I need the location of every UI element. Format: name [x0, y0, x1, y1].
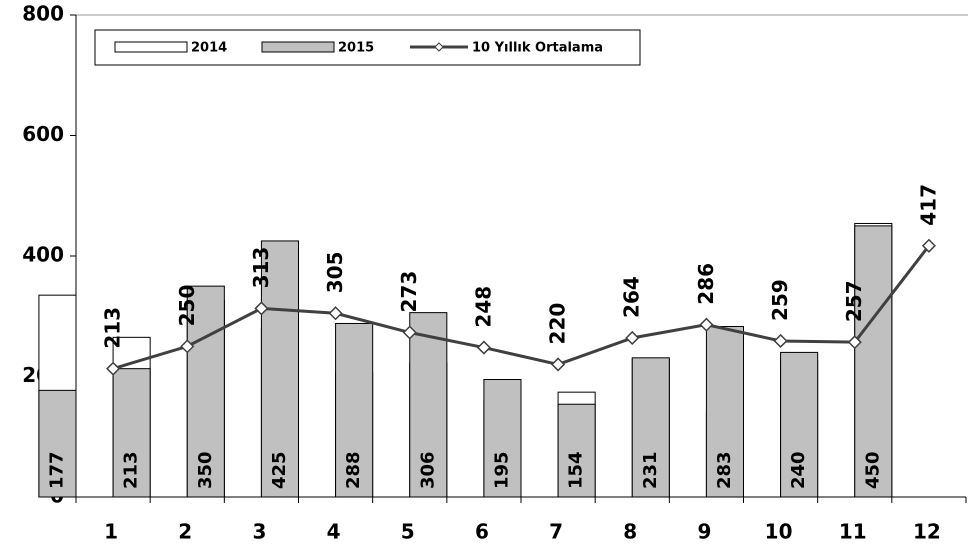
line-value-label: 248 — [471, 286, 495, 328]
line-marker — [180, 339, 195, 354]
x-tick-label: 1 — [104, 520, 118, 544]
line-marker — [847, 335, 862, 350]
bar — [631, 357, 670, 498]
line-marker — [699, 317, 714, 332]
value-label: 450 — [862, 451, 883, 489]
line-marker — [921, 238, 936, 253]
line-value-label: 220 — [546, 303, 570, 345]
line-marker — [551, 357, 566, 372]
bar — [705, 325, 745, 498]
line-marker — [106, 361, 121, 376]
x-tick-label: 11 — [839, 520, 867, 544]
bar — [260, 240, 299, 498]
line-value-label: 250 — [175, 285, 199, 327]
value-label: 350 — [195, 451, 216, 489]
x-tick-label: 8 — [623, 520, 637, 544]
line-value-label: 264 — [620, 276, 644, 318]
y-tick-label: 400 — [22, 243, 64, 267]
y-tick-label: 800 — [22, 2, 64, 26]
value-label: 177 — [46, 451, 67, 489]
bar — [112, 368, 151, 498]
line-value-label: 273 — [397, 271, 421, 313]
bar — [854, 225, 893, 498]
x-tick-label: 3 — [252, 520, 266, 544]
x-tick-label: 7 — [549, 520, 563, 544]
legend: 2014 2015 10 Yıllık Ortalama — [94, 29, 641, 66]
bar — [557, 403, 596, 498]
legend-label: 10 Yıllık Ortalama — [472, 41, 603, 56]
bar — [38, 389, 77, 498]
line-value-label: 257 — [842, 280, 866, 322]
line-marker — [254, 301, 269, 316]
bar — [409, 312, 448, 498]
x-tick-label: 2 — [178, 520, 192, 544]
value-label: 283 — [714, 451, 735, 489]
line-value-label: 313 — [249, 247, 273, 289]
x-tick-label: 12 — [913, 520, 941, 544]
x-tick-label: 10 — [765, 520, 793, 544]
value-label: 425 — [269, 451, 290, 489]
line-value-label: 417 — [916, 184, 940, 226]
bar — [335, 322, 374, 498]
x-tick-label: 9 — [697, 520, 711, 544]
line-marker — [625, 330, 640, 346]
legend-label: 2014 — [191, 41, 227, 56]
y-tick-label: 600 — [22, 122, 64, 146]
legend-marker — [434, 42, 444, 52]
x-tick-label: 6 — [475, 520, 489, 544]
value-label: 213 — [121, 451, 142, 489]
line-value-label: 286 — [694, 263, 718, 305]
value-label: 195 — [491, 451, 512, 489]
line-value-label: 213 — [101, 307, 125, 349]
bar — [483, 379, 522, 498]
x-tick-label: 5 — [401, 520, 415, 544]
line-marker — [402, 325, 417, 340]
line-marker — [476, 340, 491, 355]
value-label: 240 — [788, 451, 809, 489]
line-marker — [328, 306, 343, 321]
legend-label: 2015 — [338, 41, 374, 56]
value-label: 231 — [640, 451, 661, 489]
line — [112, 244, 931, 371]
x-tick-label: 4 — [327, 520, 341, 544]
legend-swatch — [261, 41, 335, 53]
line-marker — [773, 333, 788, 349]
line-value-label: 305 — [323, 251, 347, 293]
line-value-label: 259 — [768, 279, 792, 321]
bar — [780, 351, 819, 498]
value-label: 288 — [343, 451, 364, 489]
value-label: 154 — [566, 451, 587, 489]
bar — [186, 285, 225, 498]
value-label: 306 — [417, 451, 438, 489]
legend-swatch — [114, 41, 188, 53]
